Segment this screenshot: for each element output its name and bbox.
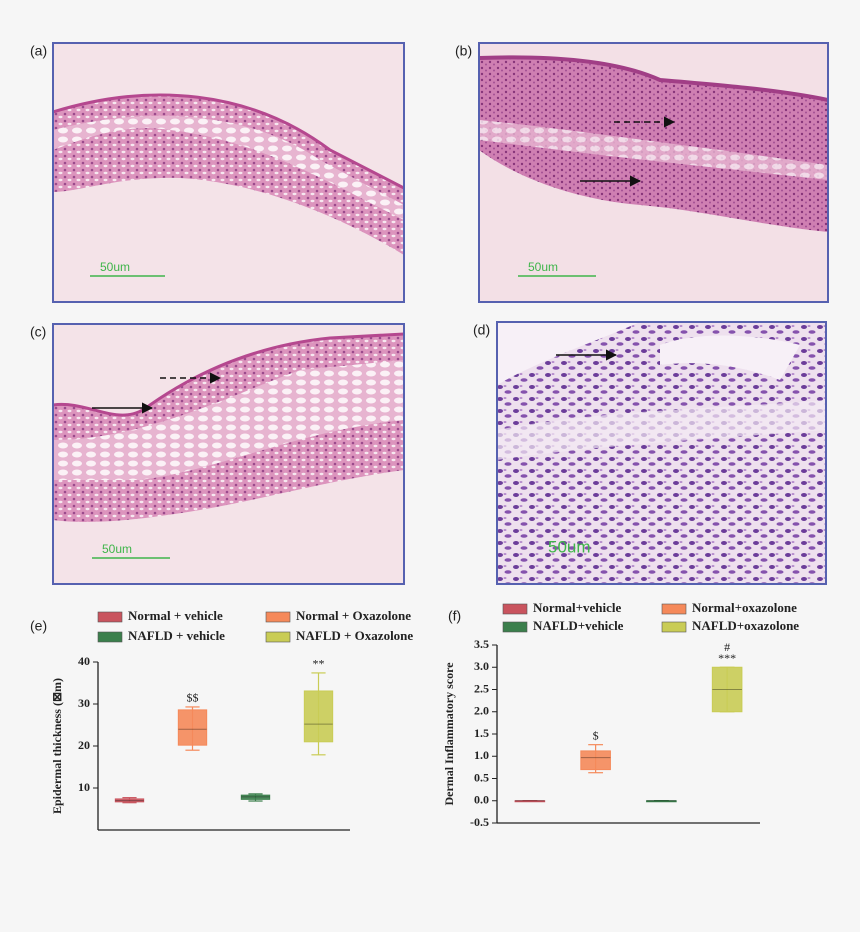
scale-label: 50um — [548, 537, 591, 556]
legend-swatch — [661, 603, 687, 615]
box — [177, 709, 208, 746]
annotation: ** — [313, 657, 325, 671]
annotation: *** — [718, 651, 736, 665]
legend-label: NAFLD + vehicle — [128, 628, 225, 643]
legend-label: Normal + Oxazolone — [296, 608, 411, 623]
scale-label: 50um — [100, 260, 130, 274]
panel-b: (b) 50um — [455, 42, 829, 303]
y-tick-label: 40 — [78, 654, 90, 668]
box — [240, 794, 271, 800]
annotation: $$ — [187, 691, 199, 705]
legend-swatch — [265, 611, 291, 623]
legend-label: NAFLD+oxazolone — [692, 618, 799, 633]
y-tick-label: 2.0 — [474, 704, 489, 718]
box — [514, 800, 546, 803]
y-axis-label: Epidermal thickness (⊠m) — [50, 678, 64, 814]
legend-label: NAFLD+vehicle — [533, 618, 624, 633]
y-tick-label: 1.5 — [474, 726, 489, 740]
panel-a: (a) 50um — [30, 42, 405, 303]
legend-swatch — [265, 631, 291, 643]
legend-label: NAFLD + Oxazolone — [296, 628, 413, 643]
panel-label: (a) — [30, 43, 47, 59]
box — [711, 666, 743, 713]
legend-label: Normal + vehicle — [128, 608, 223, 623]
legend-swatch — [502, 603, 528, 615]
panel-label: (c) — [30, 324, 46, 340]
panel-frame — [496, 321, 827, 585]
y-tick-label: 1.0 — [474, 748, 489, 762]
legend-swatch — [502, 621, 528, 633]
legend-swatch — [97, 631, 123, 643]
y-tick-label: 3.5 — [474, 637, 489, 651]
y-tick-label: 0.5 — [474, 770, 489, 784]
panel-label: (d) — [473, 322, 490, 338]
panel-label: (e) — [30, 618, 47, 634]
legend-label: Normal+oxazolone — [692, 600, 797, 615]
panel-frame — [52, 323, 405, 585]
y-tick-label: 30 — [78, 696, 90, 710]
box — [114, 798, 145, 803]
legend-swatch — [97, 611, 123, 623]
box — [646, 800, 677, 803]
annotation: # — [724, 640, 730, 654]
panel-label: (b) — [455, 43, 472, 59]
scale-label: 50um — [102, 542, 132, 556]
y-tick-label: 10 — [78, 780, 90, 794]
box — [303, 690, 334, 743]
y-tick-label: 2.5 — [474, 681, 489, 695]
y-axis-label: Dermal Inflammatory score — [442, 662, 456, 806]
y-tick-label: 0.0 — [474, 793, 489, 807]
y-tick-label: 20 — [78, 738, 90, 752]
y-tick-label: 3.0 — [474, 659, 489, 673]
annotation: $ — [593, 728, 599, 742]
y-tick-label: -0.5 — [470, 815, 489, 829]
panel-frame — [52, 42, 405, 303]
box — [580, 750, 611, 771]
panel-frame — [478, 42, 829, 303]
panel-c: (c) 50um — [30, 323, 405, 585]
panel-d: (d) 50um — [473, 321, 827, 585]
legend-swatch — [661, 621, 687, 633]
legend-label: Normal+vehicle — [533, 600, 622, 615]
panel-label: (f) — [448, 608, 461, 624]
scale-label: 50um — [528, 260, 558, 274]
